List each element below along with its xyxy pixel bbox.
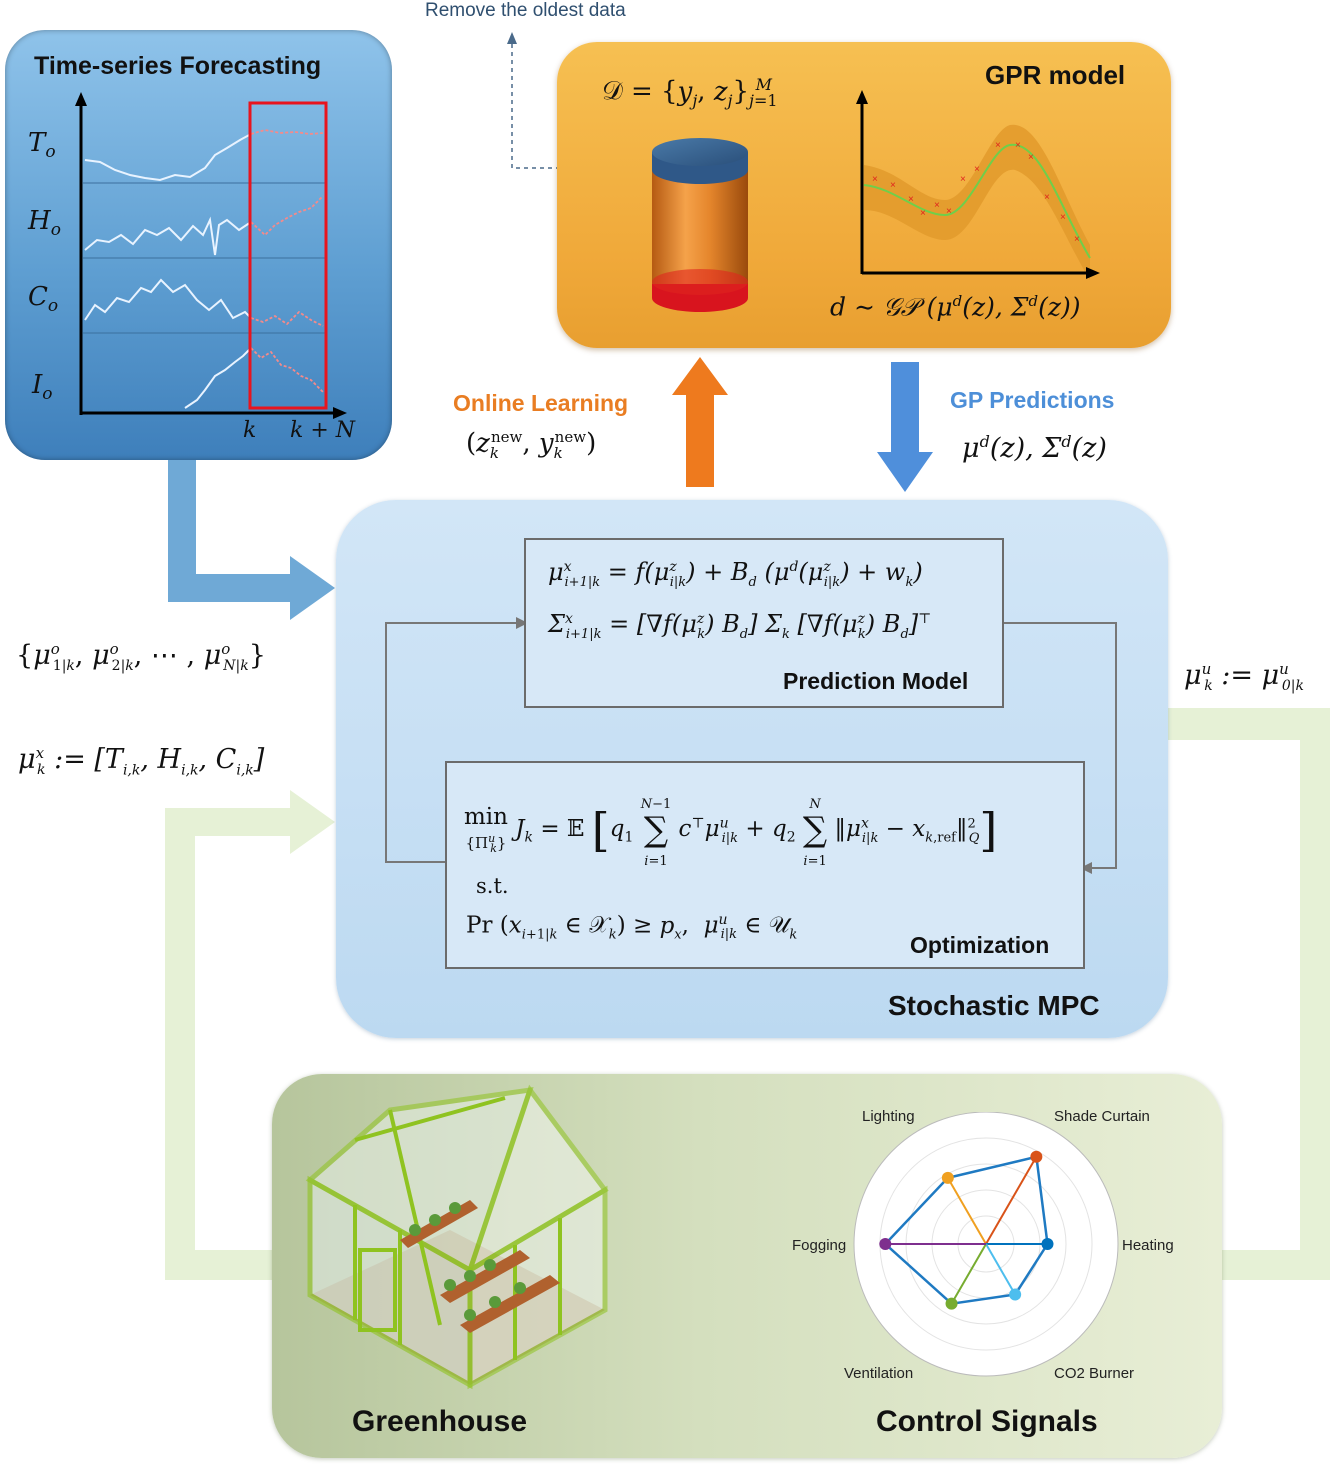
- prediction-model-box: [524, 538, 1004, 708]
- radar-spoke-3: [985, 1243, 1017, 1295]
- svg-text:×: ×: [872, 174, 878, 185]
- svg-text:×: ×: [890, 180, 896, 191]
- series-line-i: [184, 347, 252, 409]
- greenhouse-title: Greenhouse: [352, 1405, 528, 1438]
- series-line-c: [84, 278, 252, 321]
- online-learning-label: Online Learning: [453, 390, 629, 416]
- radar-axis-label-co2-burner: CO2 Burner: [1054, 1365, 1135, 1382]
- svg-text:×: ×: [1015, 140, 1021, 151]
- svg-text:×: ×: [960, 174, 966, 185]
- online-learning-formula: (zknew, yknew): [466, 428, 597, 462]
- optimization-objective: min {Πuk} Jk = 𝔼 [q1 N−1 ∑ i=1 c⊤μui|k + q2…: [464, 797, 998, 869]
- var-label-c: Co: [28, 282, 59, 317]
- mpc-feedback-lines: [385, 617, 1117, 874]
- series-line-c-forecast: [250, 310, 324, 327]
- subject-to-label: s.t.: [476, 874, 509, 898]
- series-line-i-forecast: [250, 347, 324, 393]
- radar-spoke-4: [950, 1243, 987, 1305]
- radar-spoke-0: [946, 1177, 987, 1245]
- database-cylinder-icon: [652, 138, 748, 312]
- axis-label-k: k: [243, 418, 257, 443]
- optimization-title: Optimization: [910, 932, 1050, 958]
- stochastic-mpc-title: Stochastic MPC: [888, 990, 1100, 1021]
- radar-axis-label-lighting: Lighting: [862, 1108, 915, 1125]
- radar-axis-label-fogging: Fogging: [792, 1237, 847, 1254]
- radar-point-2: [1041, 1238, 1054, 1250]
- svg-text:×: ×: [995, 140, 1001, 151]
- optimization-constraint: Pr (xi+1|k ∈ 𝒳k) ≥ px, μui|k ∈ 𝒰k: [466, 912, 798, 943]
- optimization-box: [445, 761, 1085, 969]
- online-learning-arrow: [672, 357, 728, 487]
- radar-axis-label-ventilation: Ventilation: [844, 1365, 914, 1382]
- gp-regression-chart: × × × × × × × × × × × × × ×: [856, 90, 1100, 280]
- prediction-model-title: Prediction Model: [783, 668, 969, 694]
- gp-distribution-formula: d ∼ 𝒢𝒫 (μd(z), Σd(z)): [830, 292, 1081, 322]
- series-line-t: [84, 133, 252, 182]
- time-series-chart: [75, 92, 347, 419]
- gp-predictions-arrow: [877, 362, 933, 492]
- svg-text:×: ×: [1028, 152, 1034, 163]
- mpc-to-control-connector: [1168, 708, 1330, 1280]
- remove-oldest-label: Remove the oldest data: [425, 0, 626, 21]
- forecast-to-mpc-arrow: [168, 455, 335, 620]
- radar-axis-label-heating: Heating: [1122, 1237, 1174, 1254]
- greenhouse-feedback-arrow: [165, 790, 335, 1280]
- var-label-h: Ho: [28, 206, 61, 241]
- svg-text:×: ×: [920, 208, 926, 219]
- gpr-title: GPR model: [985, 60, 1126, 90]
- prediction-eq-cov: Σxi+1|k = [∇f(μzk) Bd] Σk [∇f(μzk) Bd]⊤: [548, 610, 932, 642]
- svg-text:×: ×: [974, 164, 980, 175]
- control-signals-title: Control Signals: [876, 1405, 1098, 1438]
- gp-predictions-formula: μd(z), Σd(z): [962, 432, 1107, 464]
- svg-text:×: ×: [1044, 192, 1050, 203]
- radar-point-0: [941, 1171, 954, 1184]
- svg-text:×: ×: [1060, 212, 1066, 223]
- control-formula: μuk := μu0|k: [1184, 660, 1304, 695]
- series-line-h-forecast: [250, 195, 324, 237]
- svg-text:×: ×: [908, 194, 914, 205]
- prediction-eq-mean: μxi+1|k = f(μzi|k) + Bd (μd(μzi|k) + wk): [548, 558, 923, 590]
- dataset-formula: 𝒟 = {yj, zj}j=1M: [602, 75, 778, 110]
- svg-text:×: ×: [934, 200, 940, 211]
- radar-spoke-1: [985, 1156, 1038, 1245]
- control-radar-chart: [853, 1112, 1119, 1377]
- series-line-h: [84, 216, 252, 256]
- radar-point-4: [945, 1297, 958, 1310]
- var-label-i: Io: [32, 370, 53, 405]
- forecast-set-formula: {μo1|k, μo2|k, ⋯ , μoN|k}: [16, 640, 266, 675]
- gp-predictions-label: GP Predictions: [950, 387, 1115, 413]
- series-line-t-forecast: [250, 129, 324, 135]
- radar-point-3: [1009, 1288, 1022, 1301]
- svg-text:×: ×: [1074, 234, 1080, 245]
- radar-point-5: [879, 1238, 892, 1250]
- radar-axis-label-shade-curtain: Shade Curtain: [1054, 1108, 1150, 1125]
- axis-label-kN: k + N: [290, 418, 356, 443]
- state-formula: μxk := [Ti,k, Hi,k, Ci,k]: [18, 744, 265, 779]
- radar-point-1: [1030, 1150, 1043, 1163]
- var-label-t: To: [28, 128, 56, 163]
- time-series-title: Time-series Forecasting: [34, 52, 322, 80]
- svg-text:×: ×: [946, 206, 952, 217]
- greenhouse-illustration: [305, 1084, 609, 1390]
- forecast-window-box: [248, 101, 328, 410]
